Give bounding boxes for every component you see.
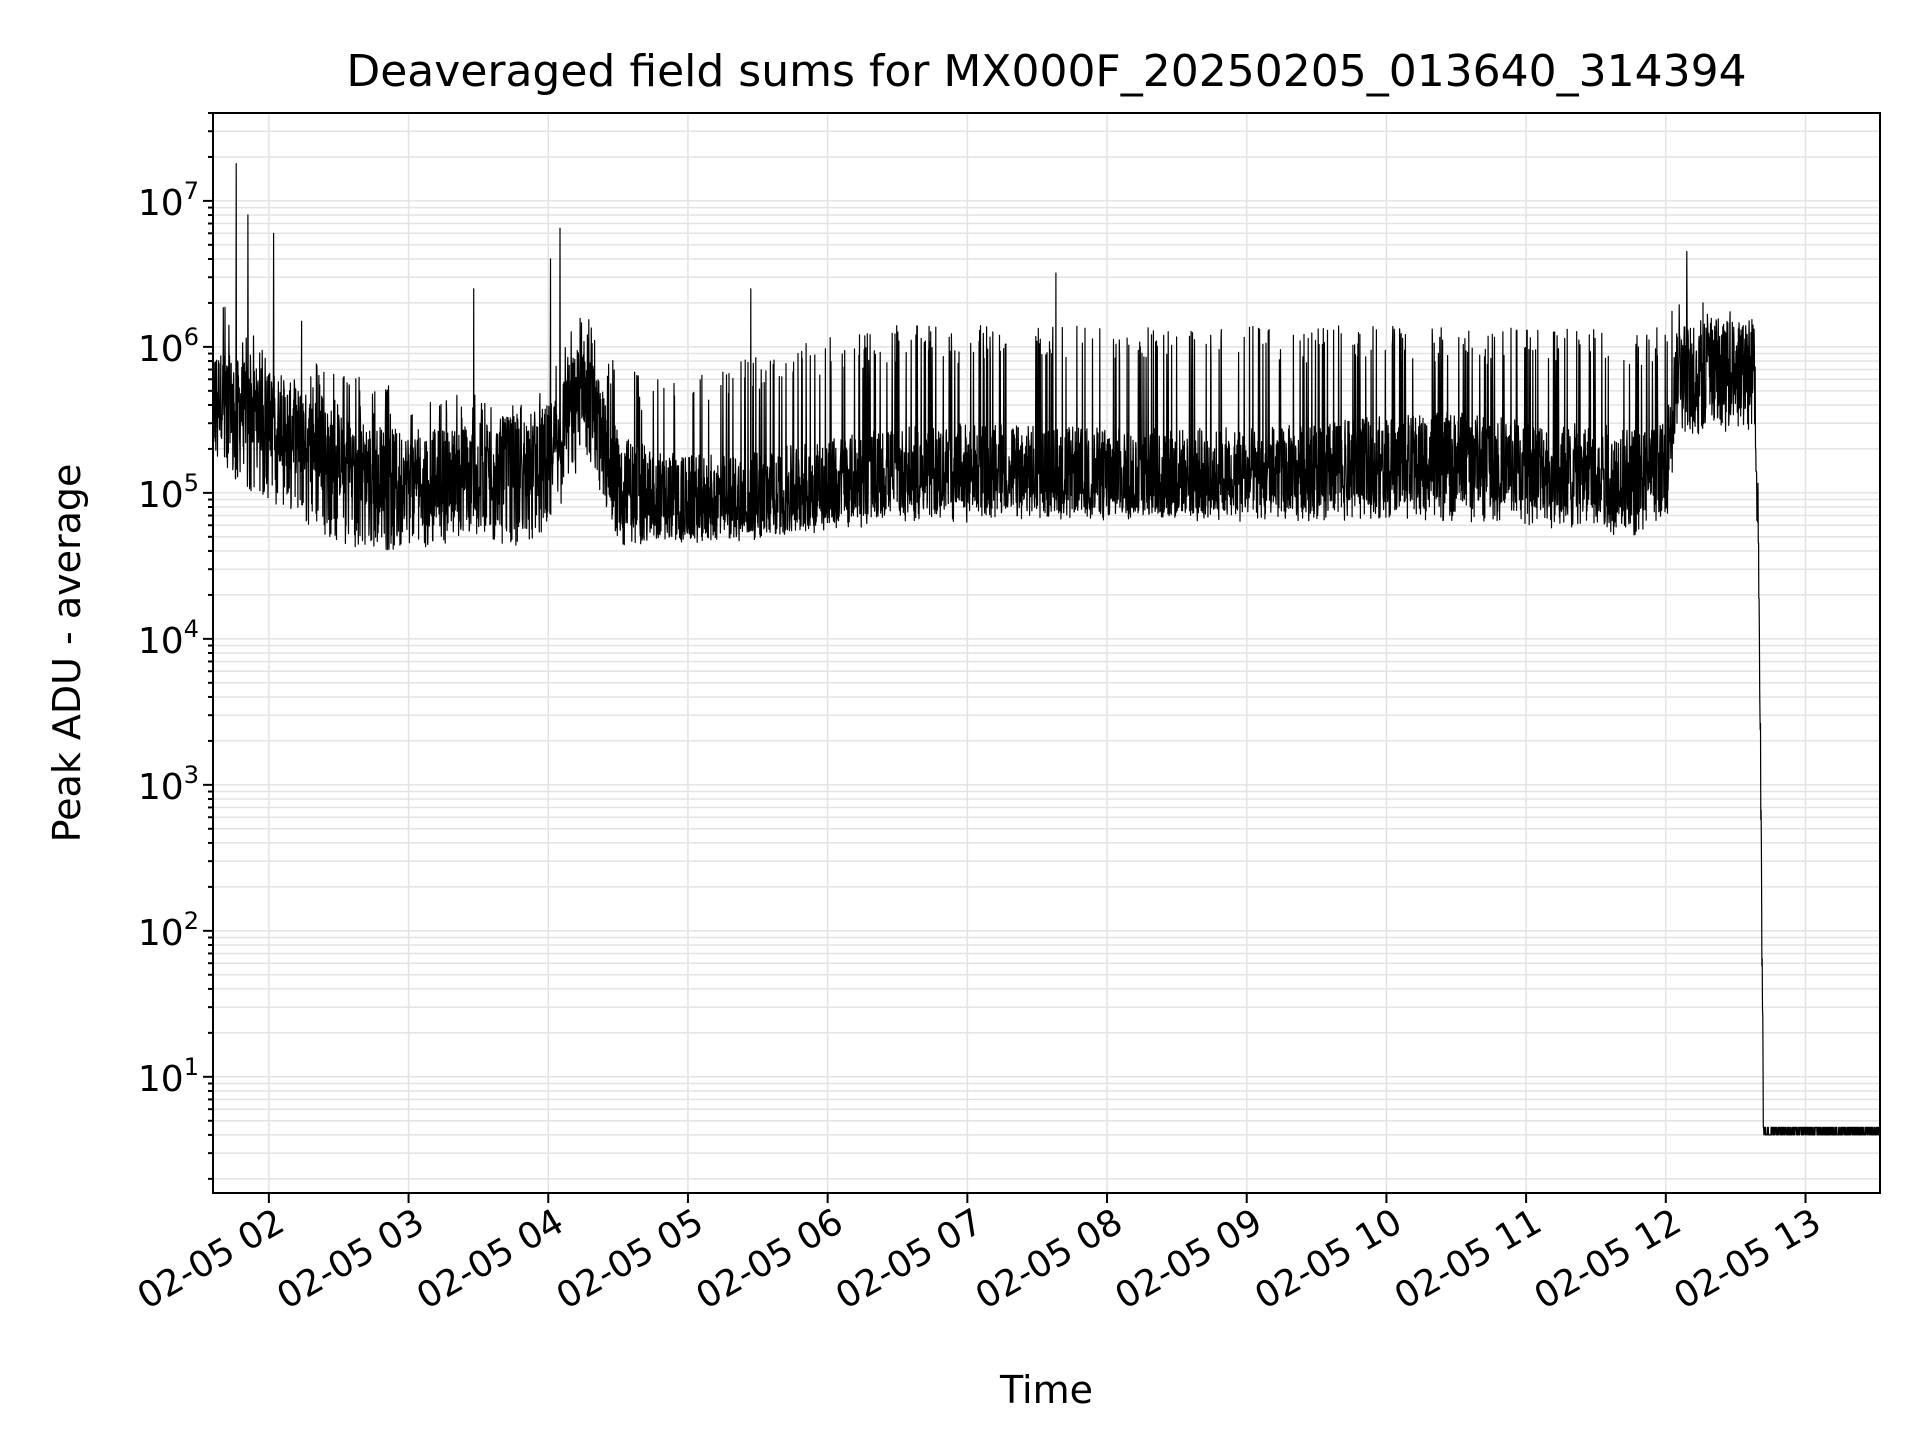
y-tick-exponent: 5 xyxy=(184,469,199,497)
series-layer xyxy=(212,163,1881,1136)
y-tick-exponent: 3 xyxy=(184,761,199,789)
y-tick-label: 106 xyxy=(138,323,199,370)
y-tick-base: 10 xyxy=(138,475,184,516)
y-tick-label: 102 xyxy=(138,907,199,954)
y-tick-base: 10 xyxy=(138,1059,184,1100)
y-tick-label: 101 xyxy=(138,1053,199,1100)
y-tick-base: 10 xyxy=(138,329,184,370)
x-axis-label: Time xyxy=(999,1368,1093,1412)
y-tick-exponent: 4 xyxy=(184,615,199,643)
y-axis-label: Peak ADU - average xyxy=(45,464,89,843)
y-tick-base: 10 xyxy=(138,913,184,954)
y-tick-exponent: 2 xyxy=(184,907,199,935)
y-tick-label: 107 xyxy=(138,177,199,224)
y-tick-exponent: 6 xyxy=(184,323,199,351)
y-tick-base: 10 xyxy=(138,767,184,808)
y-tick-label: 104 xyxy=(138,615,199,662)
series-line xyxy=(212,163,1881,1136)
y-tick-label: 103 xyxy=(138,761,199,808)
y-tick-exponent: 1 xyxy=(184,1053,199,1081)
y-tick-label: 105 xyxy=(138,469,199,516)
y-tick-base: 10 xyxy=(138,183,184,224)
y-tick-exponent: 7 xyxy=(184,177,199,205)
chart-title: Deaveraged field sums for MX000F_2025020… xyxy=(346,46,1746,97)
y-tick-base: 10 xyxy=(138,621,184,662)
